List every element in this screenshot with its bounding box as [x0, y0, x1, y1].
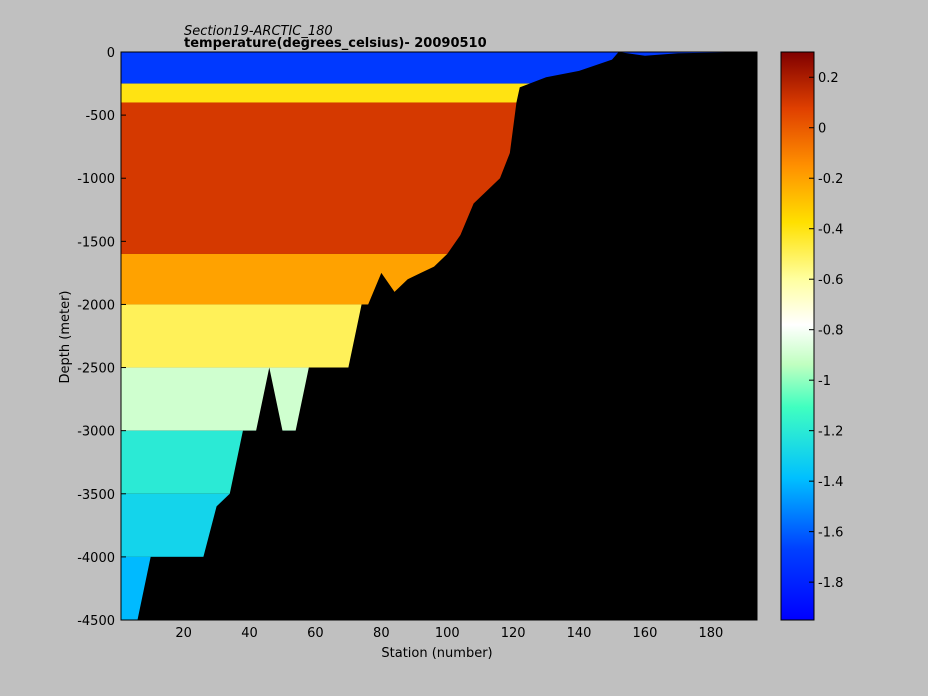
y-axis-label: Depth (meter) [58, 291, 73, 384]
x-tick-label: 20 [175, 626, 192, 641]
y-tick-label: -500 [85, 109, 115, 124]
x-tick-label: 40 [241, 626, 258, 641]
y-tick-label: -3000 [77, 425, 115, 440]
y-tick-label: -2000 [77, 298, 115, 313]
x-tick-label: 180 [698, 626, 723, 641]
colorbar-tick-label: -1.6 [818, 526, 843, 541]
colorbar-ticks: 0.2 0 -0.2 -0.4 -0.6 -0.8 -1 -1.2 -1.4 -1.6 -1.8 [809, 71, 843, 591]
colorbar-tick-label: -0.2 [818, 172, 843, 187]
x-tick-label: 80 [373, 626, 390, 641]
x-tick-label: 140 [567, 626, 592, 641]
x-tick-label: 120 [501, 626, 526, 641]
colorbar-tick-label: -1.4 [818, 475, 843, 490]
x-axis-label: Station (number) [381, 646, 492, 661]
chart-title: Section19-ARCTIC_180 [184, 24, 333, 39]
colorbar-tick-label: -1 [818, 374, 831, 389]
y-tick-label: -2500 [77, 362, 115, 377]
y-axis: 0 -500 -1000 -1500 -2000 -2500 -3000 -3500 -4000… [77, 46, 126, 629]
y-tick-label: 0 [107, 46, 115, 61]
colorbar-tick-label: 0 [818, 122, 826, 137]
y-tick-label: -1500 [77, 235, 115, 250]
colorbar-tick-label: -1.8 [818, 576, 843, 591]
seafloor-mask [121, 52, 757, 620]
colorbar-tick-label: -1.2 [818, 425, 843, 440]
x-axis: 20 40 60 80 100 120 140 160 180 [175, 615, 723, 641]
x-tick-label: 100 [435, 626, 460, 641]
colorbar: 0.2 0 -0.2 -0.4 -0.6 -0.8 -1 -1.2 -1.4 -1.6 -1.8 [780, 51, 843, 621]
plot-area [120, 51, 758, 621]
y-tick-label: -4500 [77, 614, 115, 629]
y-tick-label: -1000 [77, 172, 115, 187]
colorbar-gradient [780, 51, 815, 621]
x-tick-label: 60 [307, 626, 324, 641]
y-tick-label: -4000 [77, 551, 115, 566]
colorbar-tick-label: -0.4 [818, 223, 843, 238]
plot-frame [120, 51, 758, 621]
chart-subtitle: temperature(degrees_celsius)- 20090510 [184, 36, 487, 51]
x-tick-label: 160 [633, 626, 658, 641]
y-tick-label: -3500 [77, 488, 115, 503]
colorbar-tick-label: -0.6 [818, 273, 843, 288]
colorbar-tick-label: -0.8 [818, 324, 843, 339]
colorbar-tick-label: 0.2 [818, 71, 839, 86]
